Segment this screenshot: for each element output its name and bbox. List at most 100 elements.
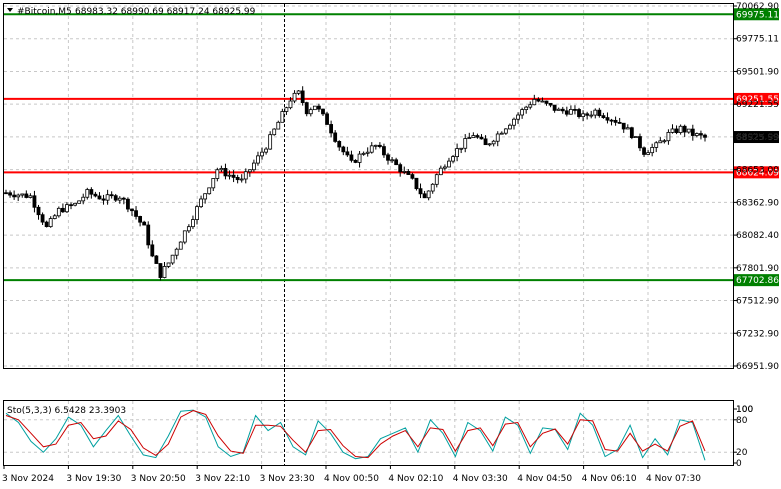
candle-body [73,202,77,206]
candle-body [93,193,98,197]
candle-body [150,244,155,257]
candle-body [317,105,321,110]
candle-body [422,193,427,199]
candle-body [463,138,468,149]
oscillator-panel-frame [3,400,734,466]
time-tick-label: 4 Nov 02:10 [388,474,443,484]
candle-body [142,221,147,226]
candle-body [642,147,646,155]
oscillator-grid [4,401,733,465]
candle-body [243,171,248,180]
stochastic-label: Sto(5,3,3) 6.5428 23.3903 [7,406,126,416]
candle-body [89,189,94,195]
candle-body [134,210,138,217]
current-price-tag [734,131,779,144]
candle-body [617,121,622,124]
candle-body [694,133,699,136]
osc-scale-label: 0 [736,459,742,469]
candle-body [308,109,313,115]
candle-body [357,153,362,163]
candle-body [629,127,634,138]
candle-body [638,136,642,149]
osc-scale-label: 80 [736,416,748,426]
candle-body [154,255,159,264]
time-tick-label: 3 Nov 20:50 [131,474,186,484]
candle-body [247,169,252,173]
osc-scale-label: 20 [736,448,748,458]
price-tick-label: 67512.90 [736,297,779,307]
candle-body [662,140,667,143]
ohlc-values: 68983.32 68990.69 68917.24 68925.99 [75,7,256,17]
candle-body [60,207,65,213]
candle-body [520,109,525,116]
candle-body [48,218,53,228]
candle-body [532,98,537,106]
candle-body [621,122,626,130]
candle-body [650,147,655,154]
stochastic-lines [5,409,706,461]
candle-body [447,160,451,168]
candle-body [12,194,17,198]
candle-body [158,263,163,278]
candle-body [499,132,504,135]
price-grid [4,4,733,368]
price-panel-frame [3,3,734,369]
price-tick-label: 69221.55 [736,100,779,110]
candle-body [699,133,703,136]
candle-body [373,144,378,147]
candle-body [369,145,374,153]
price-tick-label: 66951.90 [736,362,779,372]
candle-body [20,193,25,196]
candle-body [577,109,581,118]
candle-body [609,119,614,122]
stochastic-signal-line [5,410,706,459]
candle-body [219,168,224,171]
candle-body [325,113,329,125]
time-tick-label: 3 Nov 19:30 [66,474,121,484]
candle-body [195,206,199,220]
candle-body [605,117,610,121]
time-tick-label: 4 Nov 03:30 [453,474,508,484]
price-level-tag [734,8,779,21]
candle-body [329,124,334,134]
price-tick-label: 67232.90 [736,329,779,339]
candle-body [410,174,415,179]
candle-body [235,177,240,181]
dropdown-arrow-icon[interactable] [7,8,13,12]
candle-body [65,204,69,213]
candle-body [455,148,459,158]
time-tick-label: 3 Nov 22:10 [195,474,250,484]
candle-body [288,100,293,109]
time-tick-label: 4 Nov 06:10 [582,474,637,484]
price-tick-label: 68925.99 [736,133,779,143]
price-tick-label: 68362.90 [736,198,779,208]
price-level-label: 68624.09 [736,168,779,178]
candle-body [16,194,21,198]
candle-body [138,216,143,223]
candle-body [345,151,350,156]
candle-body [146,224,151,246]
candle-body [613,119,618,123]
candle-body [690,128,695,136]
time-tick-label: 3 Nov 23:30 [260,474,315,484]
candle-body [581,113,585,118]
candle-body [353,159,358,163]
time-tick-label: 4 Nov 04:50 [517,474,572,484]
candle-body [227,174,232,177]
price-tick-label: 70062.90 [736,2,779,12]
candle-body [296,90,301,94]
price-level-label: 69975.11 [736,10,779,20]
time-tick-label: 4 Nov 00:50 [324,474,379,484]
price-level-label: 69251.55 [736,95,779,105]
candle-body [495,133,500,142]
candle-body [548,102,553,106]
candle-body [674,128,679,133]
candle-body [231,174,236,178]
price-level-tag [734,166,779,179]
candle-body [121,197,126,200]
candle-body [117,197,122,201]
candle-body [211,178,216,189]
candle-body [414,177,419,190]
candle-body [544,100,549,104]
